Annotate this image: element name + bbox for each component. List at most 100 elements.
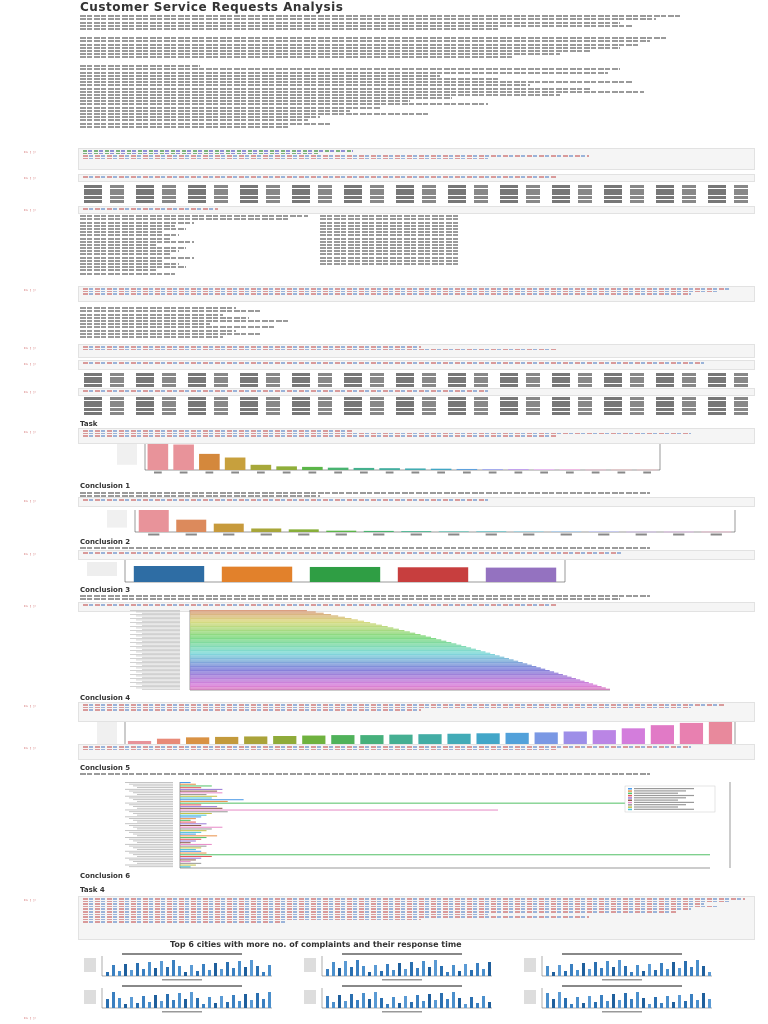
- code-cell[interactable]: [78, 360, 755, 370]
- bar: [190, 686, 602, 688]
- tick-label: [411, 471, 420, 474]
- bar: [180, 811, 228, 813]
- bar: [440, 993, 443, 1008]
- subplots-grid: [82, 952, 742, 1018]
- bar: [190, 664, 532, 666]
- y-tick-label: [142, 612, 180, 614]
- code-cell[interactable]: [78, 744, 755, 760]
- tick-label: [591, 471, 600, 474]
- bar: [190, 662, 523, 664]
- code-cell[interactable]: [78, 286, 755, 302]
- code-cell[interactable]: [78, 344, 755, 358]
- bar: [180, 797, 212, 799]
- y-tick-label: [137, 828, 173, 830]
- tick-label: [485, 533, 497, 536]
- bar: [485, 567, 557, 582]
- y-tick-label: [142, 628, 180, 630]
- y-tick-label: [142, 676, 180, 678]
- tick-label: [360, 471, 368, 474]
- bar: [612, 994, 615, 1008]
- bar: [220, 969, 223, 976]
- bar: [332, 1002, 335, 1008]
- bar: [180, 861, 191, 863]
- bar: [250, 960, 253, 976]
- bar: [356, 960, 359, 976]
- bar: [172, 960, 175, 976]
- info-output: [80, 214, 460, 276]
- tick-label: [410, 533, 422, 536]
- null-count-output: [80, 306, 340, 339]
- y-tick-label: [130, 674, 180, 675]
- code-cell[interactable]: [78, 148, 755, 170]
- bar: [398, 1003, 401, 1008]
- tick-label: [154, 471, 162, 474]
- chart-2-svg: [107, 510, 736, 536]
- code-cell[interactable]: [78, 174, 755, 182]
- tick-label: [437, 471, 445, 474]
- y-tick-label: [142, 620, 180, 622]
- y-tick-label: [136, 663, 180, 665]
- y-tick-labels: [97, 722, 117, 745]
- bar: [232, 968, 235, 976]
- legend-swatch: [628, 797, 632, 799]
- bar: [570, 964, 573, 976]
- bar: [684, 961, 687, 976]
- bar: [404, 969, 407, 976]
- subplot-title: [122, 953, 242, 955]
- bar: [180, 859, 196, 861]
- code-cell[interactable]: [78, 896, 755, 940]
- bar: [702, 993, 705, 1008]
- bar: [124, 964, 127, 976]
- cell-prompt: In [ ]:: [24, 390, 37, 394]
- bar: [353, 467, 375, 470]
- bar: [190, 642, 452, 644]
- bar: [600, 968, 603, 976]
- y-tick-label: [142, 648, 180, 650]
- code-cell[interactable]: [78, 388, 755, 396]
- bar: [190, 630, 405, 632]
- cell-prompt: In [ ]:: [24, 746, 37, 750]
- section-heading: Conclusion 1: [80, 482, 131, 490]
- bar: [190, 663, 528, 665]
- subplot-y-labels: [524, 990, 536, 1004]
- bar: [374, 965, 377, 976]
- bar: [190, 610, 307, 612]
- bar: [666, 996, 669, 1008]
- y-tick-label: [133, 799, 173, 801]
- y-tick-label: [133, 854, 173, 856]
- y-tick-label: [136, 631, 180, 633]
- legend-swatch: [628, 794, 632, 797]
- bar: [180, 821, 196, 823]
- y-tick-label: [133, 847, 173, 849]
- bar: [190, 647, 472, 649]
- code-cell[interactable]: [78, 206, 755, 214]
- code-cell[interactable]: [78, 550, 755, 560]
- y-tick-label: [130, 634, 180, 635]
- y-tick-label: [125, 809, 173, 811]
- cell-prompt: In [ ]:: [24, 362, 37, 366]
- code-cell[interactable]: [78, 602, 755, 612]
- y-tick-labels: [87, 562, 117, 576]
- bar: [338, 995, 341, 1008]
- tick-label: [334, 471, 342, 474]
- bar: [160, 1001, 163, 1008]
- bar: [190, 648, 476, 650]
- tick-label: [540, 471, 548, 474]
- bar: [564, 971, 567, 976]
- code-cell[interactable]: [78, 428, 755, 444]
- tick-label: [373, 533, 385, 536]
- code-cell[interactable]: [78, 702, 755, 722]
- bar: [244, 967, 247, 976]
- bar: [190, 640, 447, 642]
- y-tick-label: [130, 642, 180, 643]
- bar: [176, 519, 207, 532]
- code-cell[interactable]: [78, 497, 755, 507]
- chart-4-svg: [130, 610, 610, 691]
- bar: [220, 996, 223, 1008]
- bar: [606, 1001, 609, 1008]
- y-tick-label: [129, 804, 173, 806]
- subplot-y-labels: [304, 958, 316, 972]
- bar: [456, 468, 478, 470]
- chart-4: [110, 608, 630, 694]
- y-tick-label: [137, 807, 173, 809]
